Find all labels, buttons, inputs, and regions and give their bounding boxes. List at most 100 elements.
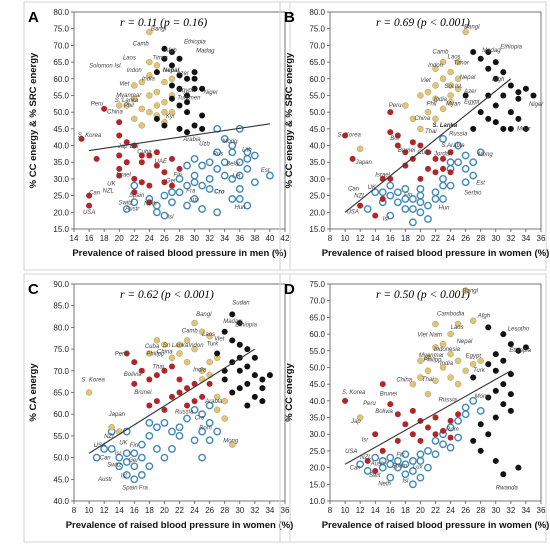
data-point-black	[507, 341, 514, 348]
data-point-black	[221, 376, 228, 383]
data-point-blue	[461, 165, 470, 173]
country-label: Mong	[222, 139, 238, 145]
y-tick-label: 70.0	[309, 297, 325, 306]
data-point-black	[515, 115, 522, 122]
data-point-red	[168, 182, 175, 189]
y-tick-label: 50.0	[53, 108, 69, 117]
data-point-blue	[115, 453, 124, 462]
data-point-black	[236, 385, 243, 392]
country-label: Russia	[175, 409, 194, 415]
data-point-tan	[153, 102, 161, 109]
data-point-red	[146, 199, 153, 206]
data-point-tan	[432, 65, 439, 73]
data-point-blue	[393, 198, 402, 207]
data-point-tan	[153, 62, 161, 69]
data-point-black	[199, 85, 206, 92]
data-point-red	[131, 359, 138, 366]
country-label: Lux	[413, 464, 424, 470]
country-label: Solomon Isl.	[89, 63, 122, 69]
data-point-blue	[198, 427, 207, 436]
data-point-red	[176, 389, 183, 396]
y-tick-label: 15.0	[309, 225, 325, 234]
data-point-black	[184, 99, 191, 106]
y-tick-label: 20.0	[309, 464, 325, 473]
data-point-tan	[146, 92, 153, 99]
data-point-black	[259, 398, 266, 405]
data-point-tan	[447, 98, 454, 106]
country-label: Turk	[207, 342, 220, 348]
data-point-blue	[130, 462, 139, 471]
data-point-black	[507, 109, 514, 116]
data-point-tan	[447, 92, 454, 99]
country-label: Isr	[115, 451, 123, 457]
x-tick-label: 20	[416, 234, 425, 243]
data-point-red	[349, 155, 356, 162]
country-label: Israel	[116, 172, 131, 178]
data-point-red	[417, 437, 424, 444]
data-point-red	[424, 165, 431, 172]
y-tick-label: 75.0	[309, 280, 325, 289]
data-point-blue	[213, 148, 222, 157]
country-label: USA	[345, 449, 357, 455]
country-label: Myanmar	[419, 353, 445, 359]
data-point-red	[379, 447, 386, 454]
x-tick-label: 34	[220, 234, 229, 243]
country-label: Laos	[448, 55, 461, 61]
data-point-red	[432, 431, 439, 438]
data-point-tan	[409, 115, 417, 123]
country-label: Bangl	[196, 312, 212, 318]
data-point-tan	[221, 415, 228, 422]
country-label: Ger	[166, 178, 177, 184]
country-label: Kyr	[166, 114, 176, 120]
data-point-red	[417, 175, 424, 182]
data-point-blue	[152, 423, 161, 432]
data-point-red	[168, 363, 175, 370]
country-label: China	[157, 349, 173, 355]
y-tick-label: 30.0	[53, 175, 69, 184]
x-tick-label: 8	[328, 234, 333, 243]
data-point-black	[515, 95, 522, 102]
x-tick-label: 8	[72, 506, 77, 515]
country-label: Afgh	[491, 77, 505, 83]
data-point-red	[131, 380, 138, 387]
data-point-tan	[191, 345, 198, 353]
data-point-tan	[198, 367, 206, 375]
data-point-red	[146, 182, 153, 189]
country-label: Lux	[189, 198, 200, 204]
data-point-blue	[401, 460, 410, 469]
data-point-red	[168, 155, 175, 162]
country-label: Can	[350, 466, 362, 472]
y-tick-label: 35.0	[309, 158, 325, 167]
x-tick-label: 10	[341, 234, 350, 243]
x-tick-label: 36	[537, 506, 546, 515]
data-point-red	[116, 132, 123, 139]
country-label: S. Lanka	[115, 98, 139, 104]
x-tick-label: 20	[115, 234, 124, 243]
data-point-red	[440, 427, 447, 434]
data-point-blue	[243, 148, 252, 157]
data-point-red	[116, 165, 123, 172]
country-label: Laos	[123, 55, 136, 61]
data-point-blue	[220, 134, 229, 143]
data-point-blue	[160, 453, 169, 462]
country-label: Viet	[214, 336, 225, 342]
data-point-tan	[424, 390, 432, 398]
data-point-blue	[243, 154, 252, 163]
country-label: Fra	[186, 188, 196, 194]
country-label: Hun	[235, 205, 247, 211]
data-point-tan	[213, 406, 221, 414]
data-point-blue	[115, 462, 124, 471]
country-label: Bangl	[151, 26, 167, 32]
data-point-blue	[235, 185, 244, 193]
data-point-blue	[220, 158, 229, 167]
country-label: Myan	[446, 101, 461, 107]
x-tick-label: 32	[250, 506, 259, 515]
country-label: Russia	[449, 132, 468, 138]
country-label: India	[193, 368, 207, 374]
country-label: Cambodia	[437, 312, 465, 318]
x-tick-label: 38	[250, 234, 259, 243]
country-label: Bangl	[464, 25, 480, 31]
data-point-red	[206, 380, 213, 387]
